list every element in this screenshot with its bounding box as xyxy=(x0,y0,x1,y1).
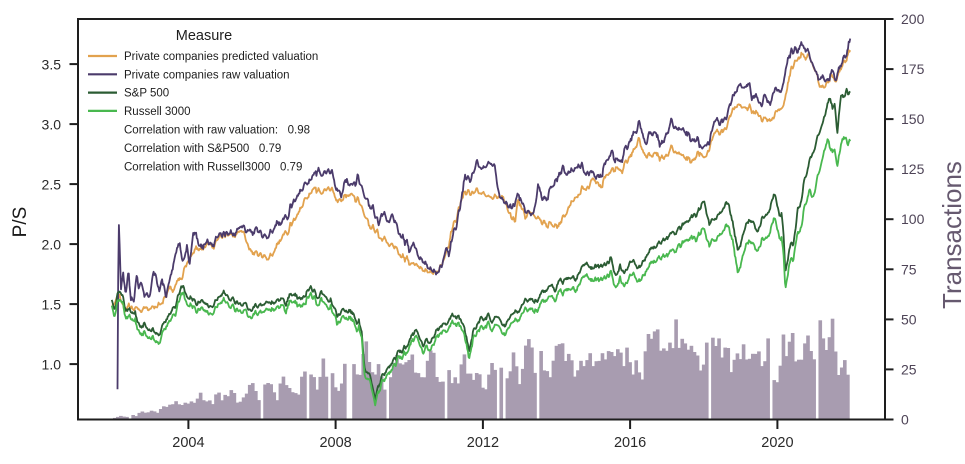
svg-text:Private companies raw valuatio: Private companies raw valuation xyxy=(124,69,290,81)
svg-text:3.5: 3.5 xyxy=(42,56,62,72)
svg-text:Measure: Measure xyxy=(176,28,232,44)
svg-text:2020: 2020 xyxy=(761,435,793,451)
svg-text:0: 0 xyxy=(901,412,909,428)
svg-text:125: 125 xyxy=(901,161,925,177)
svg-text:2016: 2016 xyxy=(614,435,646,451)
svg-text:2.0: 2.0 xyxy=(42,236,62,252)
svg-text:Russell 3000: Russell 3000 xyxy=(124,106,190,118)
svg-text:Correlation with S&P500 0.79: Correlation with S&P500 0.79 xyxy=(124,143,281,155)
svg-text:2008: 2008 xyxy=(319,435,351,451)
svg-text:2012: 2012 xyxy=(467,435,499,451)
svg-text:50: 50 xyxy=(901,311,917,327)
svg-text:200: 200 xyxy=(901,11,925,27)
svg-text:1.5: 1.5 xyxy=(42,296,62,312)
svg-text:S&P 500: S&P 500 xyxy=(124,88,169,100)
svg-text:100: 100 xyxy=(901,211,925,227)
svg-text:150: 150 xyxy=(901,111,925,127)
svg-text:2.5: 2.5 xyxy=(42,176,62,192)
svg-text:2004: 2004 xyxy=(172,435,204,451)
svg-text:Private companies predicted va: Private companies predicted valuation xyxy=(124,51,318,63)
svg-text:Transactions: Transactions xyxy=(937,161,965,309)
svg-text:P/S: P/S xyxy=(10,207,31,238)
svg-text:Correlation with Russell3000: Correlation with Russell3000 0.79 xyxy=(124,161,302,173)
svg-text:175: 175 xyxy=(901,61,925,77)
svg-text:Correlation with raw valuation: Correlation with raw valuation: 0.98 xyxy=(124,125,310,137)
svg-text:25: 25 xyxy=(901,361,917,377)
svg-text:75: 75 xyxy=(901,261,917,277)
svg-text:3.0: 3.0 xyxy=(42,116,62,132)
svg-text:1.0: 1.0 xyxy=(42,356,62,372)
